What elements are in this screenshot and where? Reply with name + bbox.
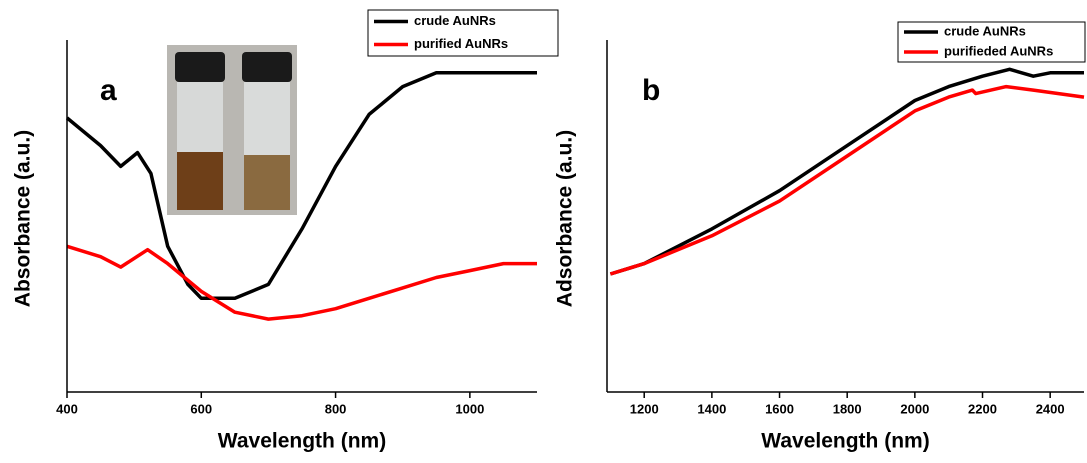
x-axis-label: Wavelength (nm) [761,430,929,453]
x-tick-label: 2200 [968,401,997,416]
data-line [609,84,1085,276]
y-axis-label: Absorbance (a.u.) [12,130,35,307]
legend-label: purifieded AuNRs [944,43,1053,58]
legend-box [367,9,559,57]
inset-photo [167,45,297,215]
legend-label: crude AuNRs [414,13,496,28]
panel-label: a [100,74,117,107]
legend-box [897,21,1086,63]
legend-label: purified AuNRs [414,36,508,51]
x-tick-label: 1200 [630,401,659,416]
x-tick-label: 600 [190,401,212,416]
legend-label: crude AuNRs [944,23,1026,38]
x-tick-label: 1000 [455,401,484,416]
data-line [65,71,537,301]
panel-label: b [642,74,660,107]
y-axis-label: Adsorbance (a.u.) [554,130,577,307]
data-line [66,244,537,321]
x-tick-label: 400 [56,401,78,416]
x-tick-label: 800 [325,401,347,416]
x-tick-label: 2400 [1036,401,1065,416]
x-axis-label: Wavelength (nm) [218,430,386,453]
data-line [609,67,1084,276]
x-tick-label: 1600 [765,401,794,416]
x-tick-label: 1400 [697,401,726,416]
x-tick-label: 2000 [900,401,929,416]
x-tick-label: 1800 [833,401,862,416]
